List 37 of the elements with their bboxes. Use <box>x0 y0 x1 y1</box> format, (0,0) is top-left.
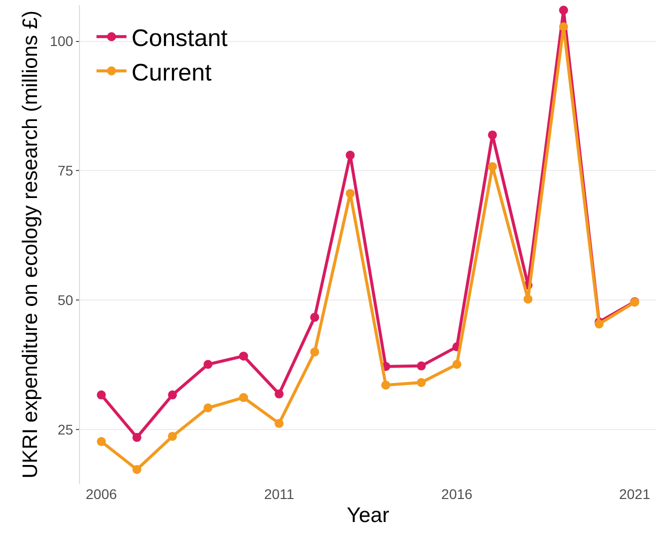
point <box>274 389 284 398</box>
point <box>488 162 497 172</box>
point <box>132 432 142 442</box>
point <box>310 347 320 356</box>
point <box>346 150 355 160</box>
x-tick-label: 2011 <box>264 486 294 502</box>
point <box>168 432 177 441</box>
point <box>416 361 426 370</box>
point <box>204 360 212 369</box>
point <box>96 437 106 446</box>
point <box>239 352 248 361</box>
y-tick-label: 25 <box>58 422 74 438</box>
point <box>381 380 390 390</box>
point <box>310 312 320 322</box>
y-tick-label: 100 <box>50 33 74 50</box>
point <box>239 393 248 402</box>
x-tick-label: 2006 <box>86 486 118 502</box>
legend-label: Constant <box>132 25 228 52</box>
point <box>168 390 177 400</box>
point <box>488 130 497 140</box>
x-axis-title: Year <box>346 504 390 528</box>
y-axis-title: UKRI expenditure on ecology research (millions £) <box>18 10 42 479</box>
x-tick-label: 2021 <box>619 486 650 502</box>
point <box>416 378 426 387</box>
point <box>559 6 568 15</box>
point <box>274 418 284 428</box>
point <box>559 22 568 32</box>
point <box>204 403 212 412</box>
point <box>452 360 462 369</box>
point <box>132 465 142 474</box>
y-tick-label: 50 <box>58 292 74 308</box>
point <box>346 188 355 198</box>
y-tick-label: 75 <box>58 162 74 179</box>
point <box>96 390 106 400</box>
x-tick-label: 2016 <box>441 486 473 502</box>
point <box>524 294 532 304</box>
legend-label: Current <box>132 59 212 86</box>
